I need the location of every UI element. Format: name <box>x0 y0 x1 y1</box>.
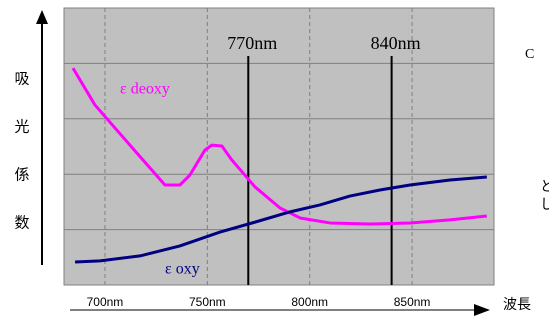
x-axis-label: 波長 <box>503 297 531 313</box>
series-line <box>71 67 487 226</box>
side-text: し <box>540 197 549 213</box>
legend-label: ε oxy <box>165 261 200 278</box>
x-tick-label: 850nm <box>394 295 431 309</box>
y-axis-label: 吸 <box>14 71 29 87</box>
x-arrow-head <box>474 304 490 316</box>
legend-label: ε deoxy <box>120 81 170 98</box>
plot-area <box>63 7 495 286</box>
marker-label: 770nm <box>227 33 277 53</box>
x-tick-label: 750nm <box>189 295 226 309</box>
y-axis-label: 光 <box>14 118 29 135</box>
side-text: C <box>525 47 534 62</box>
x-tick-label: 700nm <box>87 295 124 309</box>
side-text: と <box>540 180 549 195</box>
y-axis-label: 数 <box>14 214 29 231</box>
y-axis-label: 係 <box>14 166 29 183</box>
y-arrow-head <box>36 10 48 24</box>
marker-label: 840nm <box>371 33 421 53</box>
x-tick-label: 800nm <box>291 295 328 309</box>
series-line <box>74 175 487 264</box>
